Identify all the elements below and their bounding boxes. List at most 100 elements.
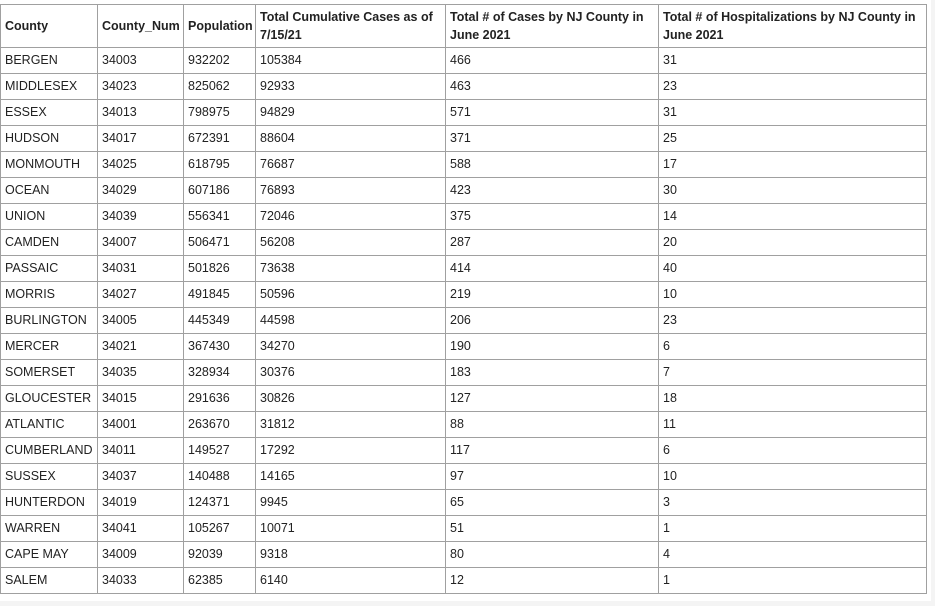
- cell-population: 105267: [183, 515, 256, 542]
- cell-county-num: 34037: [97, 463, 184, 490]
- cell-county-num: 34031: [97, 255, 184, 282]
- cell-june-cases: 190: [445, 333, 659, 360]
- table-row: HUDSON 34017 672391 88604 371 25: [0, 125, 927, 152]
- cell-cumulative-cases: 76687: [255, 151, 446, 178]
- table-row: GLOUCESTER 34015 291636 30826 127 18: [0, 385, 927, 412]
- cell-population: 607186: [183, 177, 256, 204]
- cell-county-num: 34001: [97, 411, 184, 438]
- cell-county: SOMERSET: [0, 359, 98, 386]
- cell-cumulative-cases: 10071: [255, 515, 446, 542]
- cell-county-num: 34021: [97, 333, 184, 360]
- cell-june-hospitalizations: 4: [658, 541, 927, 568]
- cell-june-hospitalizations: 31: [658, 99, 927, 126]
- cell-cumulative-cases: 92933: [255, 73, 446, 100]
- cell-county: CAPE MAY: [0, 541, 98, 568]
- cell-june-hospitalizations: 6: [658, 333, 927, 360]
- table-row: BERGEN 34003 932202 105384 466 31: [0, 47, 927, 74]
- cell-county: HUNTERDON: [0, 489, 98, 516]
- cell-county-num: 34017: [97, 125, 184, 152]
- cell-cumulative-cases: 30826: [255, 385, 446, 412]
- cell-county-num: 34013: [97, 99, 184, 126]
- cell-june-hospitalizations: 1: [658, 567, 927, 594]
- cell-population: 501826: [183, 255, 256, 282]
- cell-june-cases: 97: [445, 463, 659, 490]
- table-body: BERGEN 34003 932202 105384 466 31 MIDDLESEX 340…: [0, 47, 927, 594]
- cell-june-cases: 183: [445, 359, 659, 386]
- cell-population: 672391: [183, 125, 256, 152]
- cell-county: CUMBERLAND: [0, 437, 98, 464]
- county-data-table: County County_Num Population Total Cumul…: [0, 4, 927, 594]
- cell-population: 149527: [183, 437, 256, 464]
- cell-county-num: 34027: [97, 281, 184, 308]
- cell-june-hospitalizations: 20: [658, 229, 927, 256]
- table-row: MERCER 34021 367430 34270 190 6: [0, 333, 927, 360]
- cell-population: 62385: [183, 567, 256, 594]
- cell-june-cases: 463: [445, 73, 659, 100]
- cell-county-num: 34015: [97, 385, 184, 412]
- cell-june-hospitalizations: 23: [658, 307, 927, 334]
- header-county-num: County_Num: [97, 4, 184, 48]
- cell-cumulative-cases: 34270: [255, 333, 446, 360]
- cell-cumulative-cases: 73638: [255, 255, 446, 282]
- cell-population: 932202: [183, 47, 256, 74]
- cell-june-cases: 65: [445, 489, 659, 516]
- cell-june-hospitalizations: 40: [658, 255, 927, 282]
- cell-county-num: 34035: [97, 359, 184, 386]
- cell-population: 92039: [183, 541, 256, 568]
- table-row: BURLINGTON 34005 445349 44598 206 23: [0, 307, 927, 334]
- cell-county: SALEM: [0, 567, 98, 594]
- cell-county: MERCER: [0, 333, 98, 360]
- cell-county-num: 34019: [97, 489, 184, 516]
- cell-june-hospitalizations: 11: [658, 411, 927, 438]
- cell-county: ESSEX: [0, 99, 98, 126]
- cell-june-cases: 127: [445, 385, 659, 412]
- cell-cumulative-cases: 72046: [255, 203, 446, 230]
- cell-cumulative-cases: 17292: [255, 437, 446, 464]
- cell-county: PASSAIC: [0, 255, 98, 282]
- cell-june-hospitalizations: 10: [658, 281, 927, 308]
- table-row: SUSSEX 34037 140488 14165 97 10: [0, 463, 927, 490]
- cell-county: ATLANTIC: [0, 411, 98, 438]
- header-cumulative-cases: Total Cumulative Cases as of 7/15/21: [255, 4, 446, 48]
- table-row: MIDDLESEX 34023 825062 92933 463 23: [0, 73, 927, 100]
- cell-population: 328934: [183, 359, 256, 386]
- cell-county-num: 34007: [97, 229, 184, 256]
- table-row: CAPE MAY 34009 92039 9318 80 4: [0, 541, 927, 568]
- cell-population: 506471: [183, 229, 256, 256]
- header-june-hospitalizations: Total # of Hospitalizations by NJ County…: [658, 4, 927, 48]
- cell-june-cases: 287: [445, 229, 659, 256]
- cell-cumulative-cases: 94829: [255, 99, 446, 126]
- cell-june-hospitalizations: 17: [658, 151, 927, 178]
- cell-population: 124371: [183, 489, 256, 516]
- cell-june-cases: 571: [445, 99, 659, 126]
- cell-county-num: 34029: [97, 177, 184, 204]
- header-population: Population: [183, 4, 256, 48]
- cell-june-hospitalizations: 31: [658, 47, 927, 74]
- table-row: MORRIS 34027 491845 50596 219 10: [0, 281, 927, 308]
- cell-population: 618795: [183, 151, 256, 178]
- header-june-cases: Total # of Cases by NJ County in June 20…: [445, 4, 659, 48]
- cell-county-num: 34003: [97, 47, 184, 74]
- cell-population: 291636: [183, 385, 256, 412]
- table-header: County County_Num Population Total Cumul…: [0, 4, 927, 48]
- cell-june-hospitalizations: 10: [658, 463, 927, 490]
- table-row: OCEAN 34029 607186 76893 423 30: [0, 177, 927, 204]
- cell-county: BERGEN: [0, 47, 98, 74]
- cell-june-cases: 117: [445, 437, 659, 464]
- cell-county-num: 34005: [97, 307, 184, 334]
- cell-county-num: 34025: [97, 151, 184, 178]
- cell-june-hospitalizations: 25: [658, 125, 927, 152]
- cell-county-num: 34009: [97, 541, 184, 568]
- cell-june-cases: 88: [445, 411, 659, 438]
- cell-cumulative-cases: 56208: [255, 229, 446, 256]
- table-row: ATLANTIC 34001 263670 31812 88 11: [0, 411, 927, 438]
- cell-june-cases: 80: [445, 541, 659, 568]
- cell-june-hospitalizations: 7: [658, 359, 927, 386]
- cell-population: 367430: [183, 333, 256, 360]
- cell-cumulative-cases: 6140: [255, 567, 446, 594]
- cell-cumulative-cases: 76893: [255, 177, 446, 204]
- cell-county-num: 34041: [97, 515, 184, 542]
- cell-county: MORRIS: [0, 281, 98, 308]
- cell-county: MONMOUTH: [0, 151, 98, 178]
